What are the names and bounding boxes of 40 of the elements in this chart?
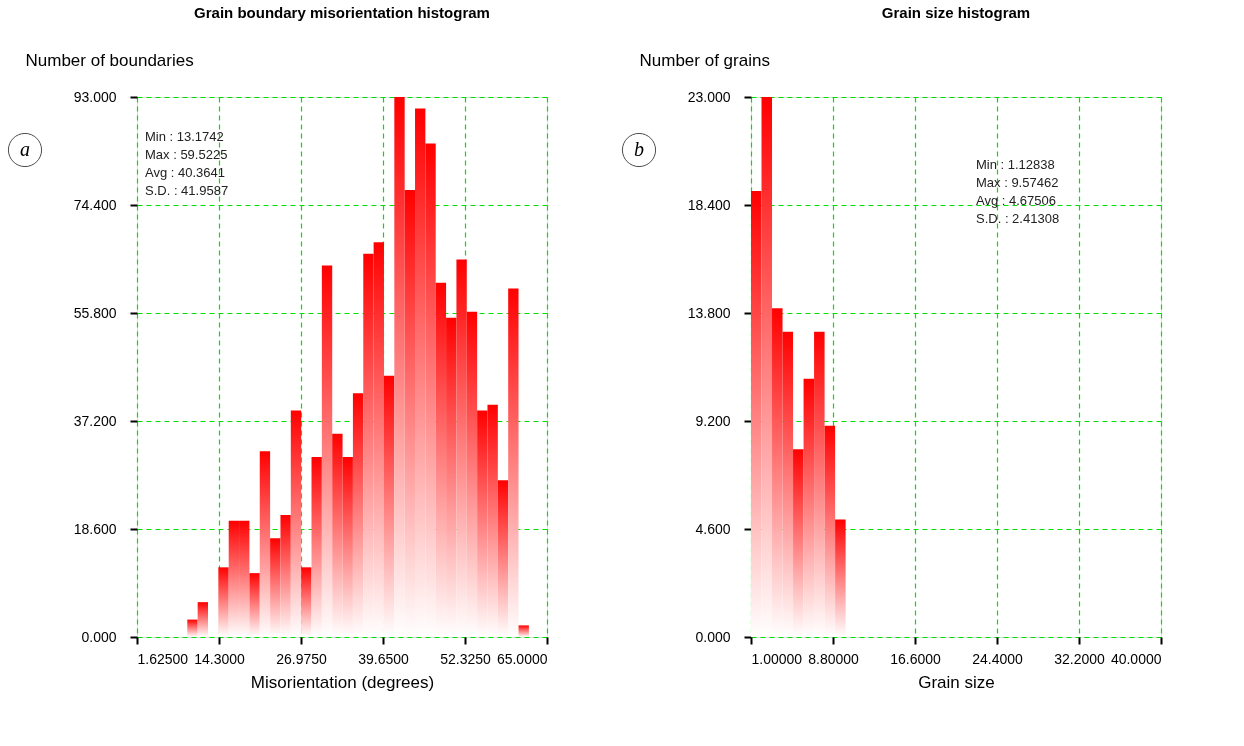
x-tick-label: 8.80000: [808, 650, 860, 667]
x-tick-label: 1.00000: [751, 650, 803, 667]
y-tick-label: 0.000: [81, 628, 117, 645]
annotation: Avg : 4.67506: [976, 193, 1056, 208]
annotation: Max : 9.57462: [976, 175, 1059, 190]
x-tick-label: 40.0000: [1110, 650, 1162, 667]
annotation: S.D. : 2.41308: [976, 211, 1060, 226]
y-tick-label: 23.000: [687, 88, 731, 105]
annotation: Min : 1.12838: [976, 157, 1055, 172]
annotation: Max : 59.5225: [145, 147, 228, 162]
annotation: Avg : 40.3641: [145, 165, 225, 180]
annotation: Min : 13.1742: [145, 129, 224, 144]
text: a: [20, 138, 30, 160]
x-tick-label: 26.9750: [276, 650, 328, 667]
x-tick-label: 32.2000: [1054, 650, 1106, 667]
y-tick-label: 18.600: [73, 520, 117, 537]
x-tick-label: 65.0000: [496, 650, 548, 667]
chart-title: Grain size histogram: [881, 4, 1031, 21]
y-tick-label: 37.200: [73, 412, 117, 429]
x-tick-label: 24.4000: [972, 650, 1024, 667]
x-axis-title: Grain size: [918, 672, 995, 692]
y-tick-label: 0.000: [695, 628, 731, 645]
x-tick-label: 39.6500: [358, 650, 410, 667]
y-axis-title: Number of grains: [639, 50, 770, 70]
chart-title: Grain boundary misorientation histogram: [194, 4, 490, 21]
x-tick-label: 52.3250: [440, 650, 492, 667]
y-tick-label: 18.400: [687, 196, 731, 213]
text: b: [634, 138, 644, 160]
x-tick-label: 16.6000: [890, 650, 942, 667]
annotation: S.D. : 41.9587: [145, 183, 229, 198]
y-tick-label: 9.200: [695, 412, 731, 429]
y-tick-label: 74.400: [73, 196, 117, 213]
y-tick-label: 13.800: [687, 304, 731, 321]
y-axis-title: Number of boundaries: [25, 50, 194, 70]
y-tick-label: 55.800: [73, 304, 117, 321]
x-axis-title: Misorientation (degrees): [250, 672, 435, 692]
y-tick-label: 4.600: [695, 520, 731, 537]
x-tick-label: 14.3000: [194, 650, 246, 667]
y-tick-label: 93.000: [73, 88, 117, 105]
x-tick-label: 1.62500: [137, 650, 189, 667]
